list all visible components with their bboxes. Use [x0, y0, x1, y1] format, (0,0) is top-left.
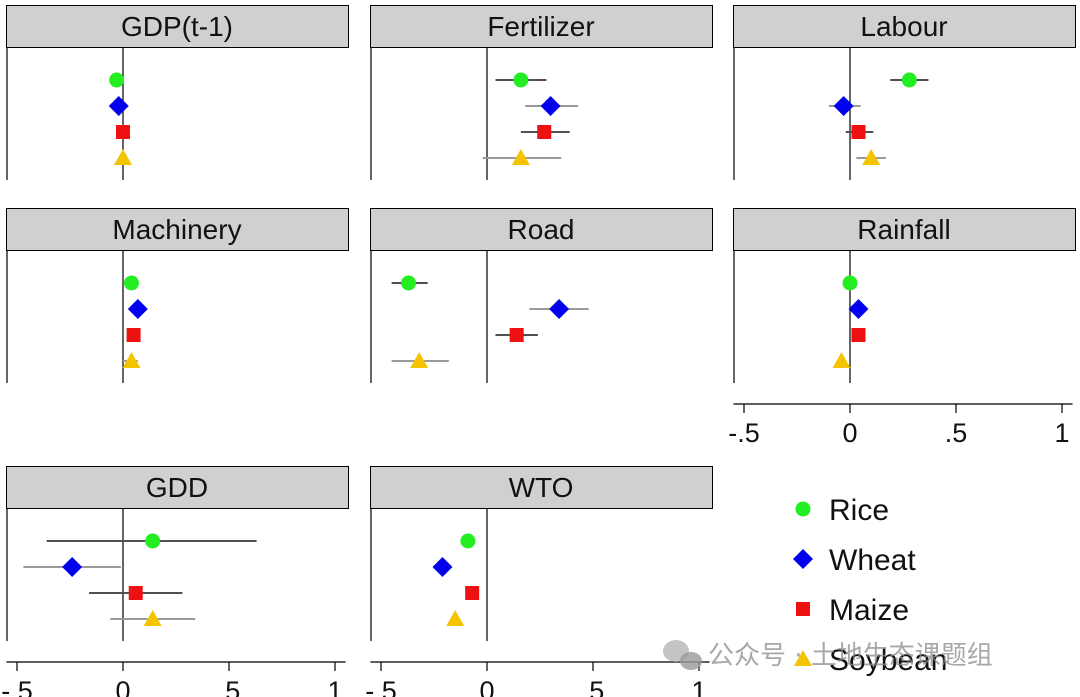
panel-fertilizer: Fertilizer: [370, 5, 713, 180]
panel-machinery-maize-point: [126, 328, 141, 342]
panel-labour-rice-point: [901, 72, 917, 88]
panel-road: Road: [370, 208, 713, 383]
panel-road-maize-point: [509, 328, 524, 342]
panel-labour-maize-point: [851, 125, 866, 139]
panel-gdp-t-1-soybean-point: [114, 149, 132, 165]
legend-soybean-marker: [794, 650, 812, 666]
panel-gdd-soybean-point: [143, 610, 162, 626]
panel-wto-x-axis: -.5 0 .5 1: [365, 661, 710, 697]
panel-wto-x-tick-label: 1: [691, 676, 706, 697]
panel-wto-rice-point: [460, 533, 476, 549]
panel-rainfall-x-tick-label: -.5: [728, 418, 760, 448]
panel-fertilizer-soybean-point: [511, 149, 530, 165]
panel-rainfall: Rainfall: [733, 208, 1076, 383]
panel-machinery-strip: [6, 208, 349, 251]
legend-wheat-label: Wheat: [829, 544, 916, 577]
panel-gdp-t-1-wheat-point: [108, 96, 129, 116]
panel-wto-maize-point: [465, 586, 480, 600]
watermark-text: 公众号 · 土地生态课题组: [708, 641, 993, 671]
panel-labour-strip: [733, 5, 1076, 48]
panel-rainfall-x-tick-label: 1: [1054, 418, 1069, 448]
panel-gdd-x-axis: -.5 0 .5 1: [1, 661, 346, 697]
panel-road-wheat-point: [549, 299, 570, 319]
panel-gdd: GDD: [6, 466, 349, 641]
panel-rainfall-x-axis: -.5 0 .5 1: [728, 403, 1073, 448]
panel-wto-wheat-point: [432, 557, 453, 577]
panel-gdd-x-tick-label: 0: [115, 676, 130, 697]
panel-gdd-wheat-point: [62, 557, 83, 577]
panel-gdd-x-tick-label: -.5: [1, 676, 33, 697]
panel-road-rice-point: [401, 275, 417, 291]
panel-rainfall-rice-point: [842, 275, 858, 291]
panel-fertilizer-rice-point: [513, 72, 529, 88]
panel-gdd-rice-point: [145, 533, 161, 549]
panel-rainfall-x-tick-label: .5: [945, 418, 968, 448]
panel-wto-soybean-point: [446, 610, 465, 626]
panel-gdd-x-tick-label: .5: [218, 676, 241, 697]
panel-fertilizer-wheat-point: [540, 96, 561, 116]
legend-maize-label: Maize: [829, 594, 909, 627]
panel-gdd-x-tick-label: 1: [327, 676, 342, 697]
panel-gdd-title: GDD: [146, 472, 208, 503]
panel-gdp-t-1-maize-point: [116, 125, 130, 139]
legend-rice-label: Rice: [829, 494, 889, 527]
panel-machinery-soybean-point: [122, 352, 141, 368]
panel-machinery-title: Machinery: [112, 214, 241, 245]
panel-rainfall-title: Rainfall: [857, 214, 950, 245]
panel-wto-title: WTO: [509, 472, 574, 503]
panel-gdp-t-1-title: GDP(t-1): [121, 11, 233, 42]
panel-road-soybean-point: [410, 352, 429, 368]
panel-gdp-t-1-strip: [6, 5, 349, 48]
watermark: 公众号 · 土地生态课题组: [663, 640, 993, 671]
panel-road-strip: [370, 208, 713, 251]
panel-fertilizer-title: Fertilizer: [487, 11, 594, 42]
panel-gdp-t-1: GDP(t-1): [6, 5, 349, 180]
panel-labour-title: Labour: [860, 11, 947, 42]
panel-rainfall-maize-point: [851, 328, 866, 342]
panel-wto-x-tick-label: -.5: [365, 676, 397, 697]
panel-wto-x-tick-label: 0: [479, 676, 494, 697]
legend-rice-marker: [795, 501, 811, 517]
panel-machinery-wheat-point: [127, 299, 148, 319]
panel-gdp-t-1-rice-point: [109, 72, 125, 88]
legend: Rice Wheat Maize Soybean: [793, 494, 947, 677]
legend-maize-marker: [796, 602, 810, 616]
panel-labour-soybean-point: [862, 149, 881, 165]
panel-rainfall-soybean-point: [832, 352, 851, 368]
legend-wheat-marker: [793, 549, 813, 569]
panel-machinery-rice-point: [123, 275, 139, 291]
panel-gdd-strip: [6, 466, 349, 509]
panel-wto: WTO: [370, 466, 713, 641]
panel-labour-wheat-point: [833, 96, 854, 116]
panel-rainfall-wheat-point: [848, 299, 869, 319]
legend-soybean-label: Soybean: [829, 644, 947, 677]
panel-fertilizer-maize-point: [537, 125, 552, 139]
panel-machinery: Machinery: [6, 208, 349, 383]
panel-rainfall-x-tick-label: 0: [842, 418, 857, 448]
panel-gdd-maize-point: [128, 586, 143, 600]
panel-wto-strip: [370, 466, 713, 509]
panel-wto-x-tick-label: .5: [582, 676, 605, 697]
panel-labour: Labour: [733, 5, 1076, 180]
panel-road-title: Road: [508, 214, 575, 245]
panel-fertilizer-strip: [370, 5, 713, 48]
wechat-icon: [663, 640, 702, 670]
panel-rainfall-strip: [733, 208, 1076, 251]
